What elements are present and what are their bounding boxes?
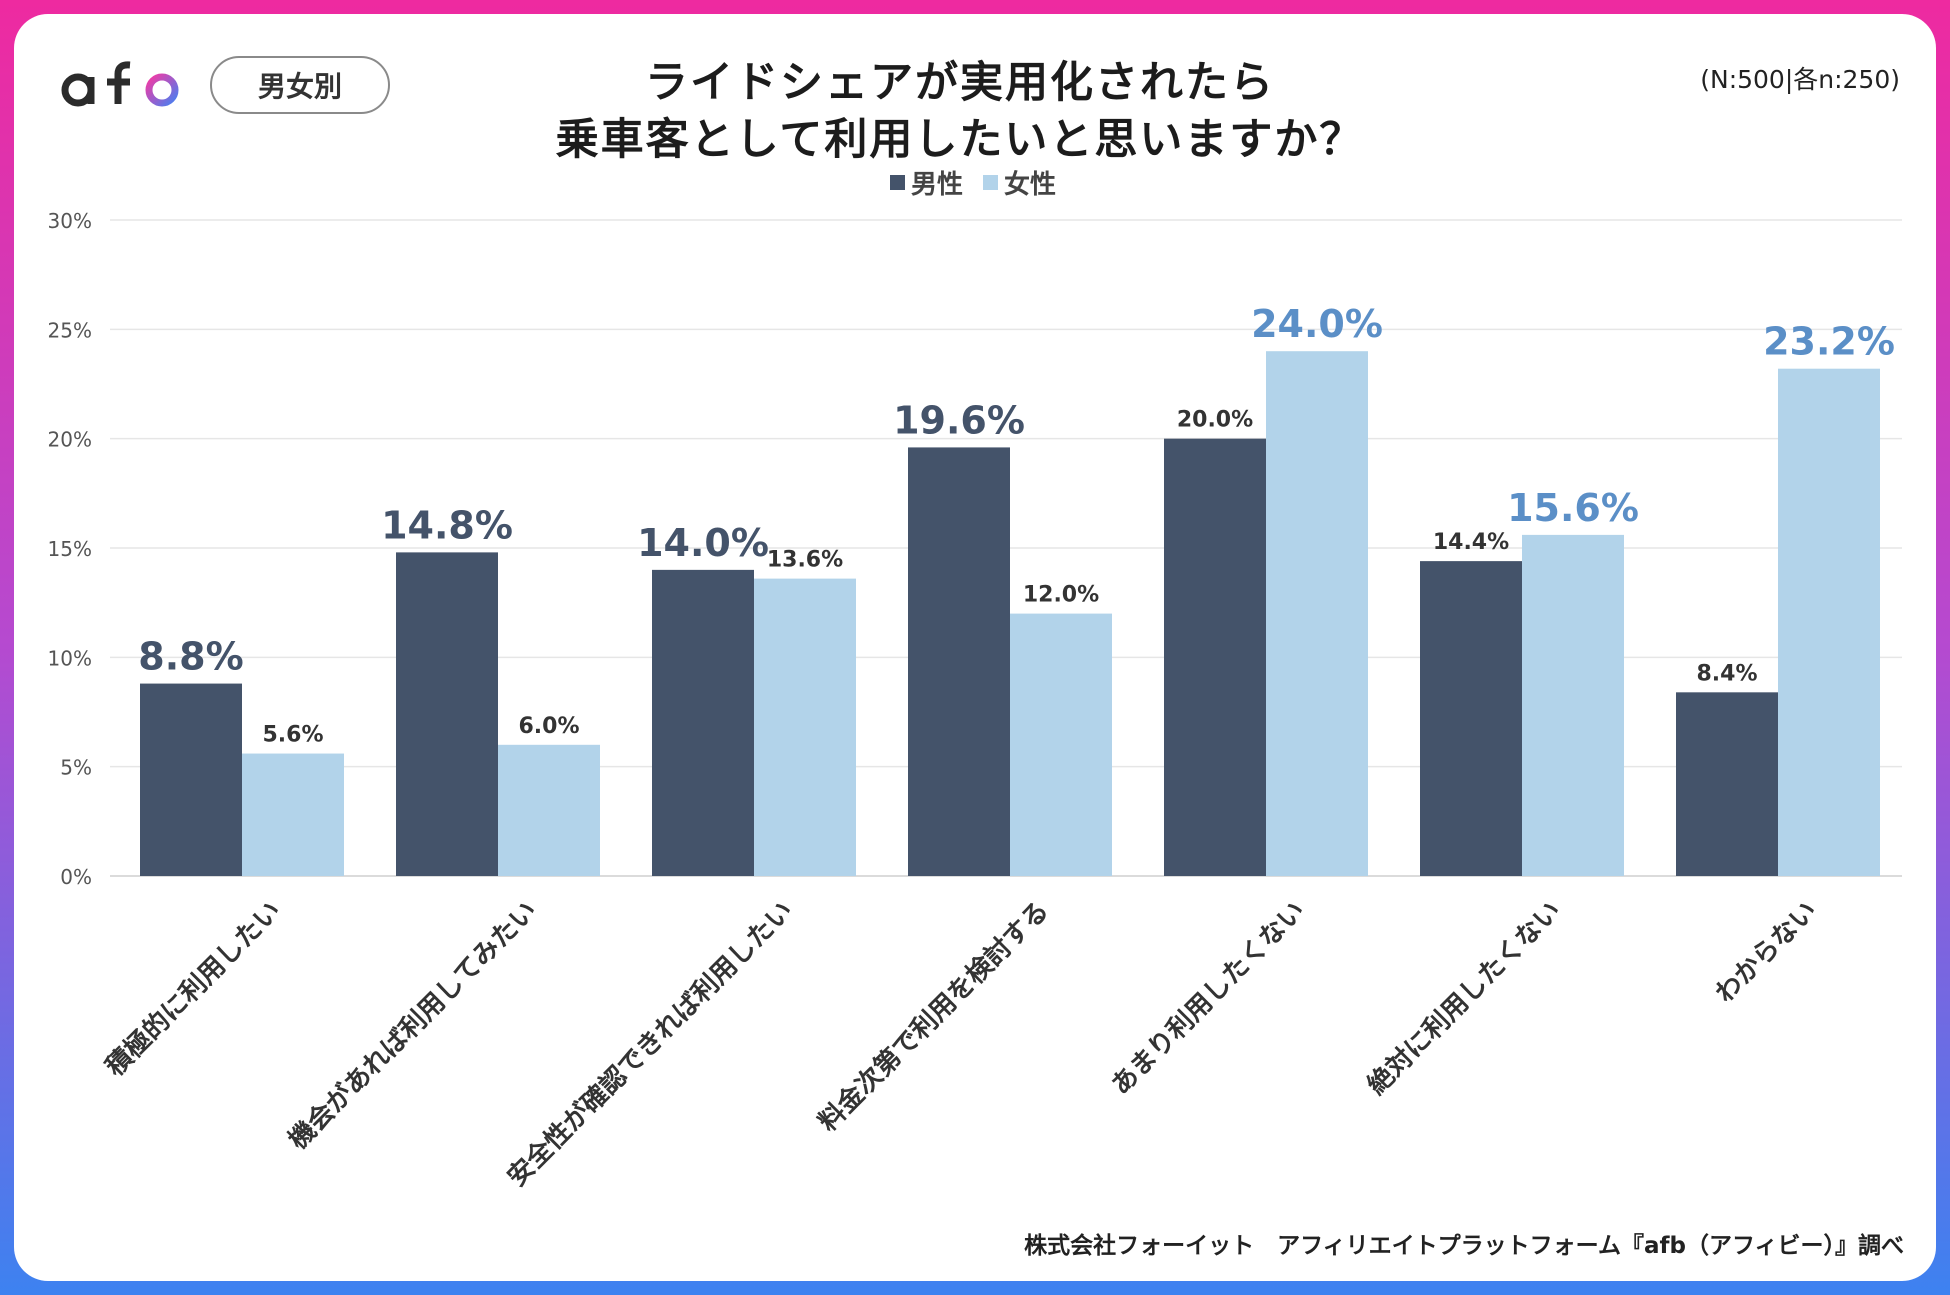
y-tick-label: 15% (48, 537, 92, 561)
bar-male (396, 552, 498, 876)
y-tick-label: 20% (48, 428, 92, 452)
x-category-label: 絶対に利用したくない (1361, 895, 1567, 1101)
y-tick-label: 30% (48, 209, 92, 233)
sample-size-note: (N:500|各n:250) (1700, 65, 1900, 94)
legend-label-male: 男性 (911, 169, 964, 200)
data-label-female: 24.0% (1251, 302, 1383, 346)
bar-female (242, 753, 344, 876)
bar-male (908, 447, 1010, 876)
bar-male (1164, 438, 1266, 876)
bar-female (498, 744, 600, 876)
data-label-female: 23.2% (1763, 320, 1895, 364)
chart-title: ライドシェアが実用化されたら 乗車客として利用したいと思いますか？ (480, 55, 1440, 169)
afb-logo: afb (61, 60, 179, 107)
x-category-label: 料金次第で利用を検討する (812, 895, 1055, 1138)
y-tick-label: 10% (48, 646, 92, 670)
data-label-male: 20.0% (1177, 408, 1253, 433)
bar-male (1676, 692, 1778, 876)
data-label-male: 14.0% (637, 521, 769, 565)
bar-female (1010, 613, 1112, 876)
data-label-female: 15.6% (1507, 486, 1639, 530)
x-category-label: 安全性が確認できれば利用したい (501, 895, 799, 1193)
bar-male (1420, 561, 1522, 876)
data-label-female: 12.0% (1023, 583, 1099, 608)
data-label-female: 6.0% (518, 714, 579, 739)
bar-female (1522, 534, 1624, 876)
chart-title-line1: ライドシェアが実用化されたら (645, 58, 1275, 108)
data-label-male: 8.4% (1696, 661, 1757, 686)
bar-female (754, 578, 856, 876)
source-credit: 株式会社フォーイット アフィリエイトプラットフォーム『afb（アフィビー）』調べ (1024, 1233, 1904, 1259)
x-category-label: 積極的に利用したい (100, 895, 287, 1082)
chart-legend: 男性 女性 (890, 164, 1056, 200)
legend-item-male: 男性 (890, 164, 963, 201)
legend-swatch-male (890, 174, 905, 190)
legend-swatch-female (983, 174, 999, 190)
y-tick-label: 25% (48, 318, 92, 342)
legend-item-female: 女性 (983, 164, 1056, 201)
gender-breakdown-tag: 男女別 (210, 56, 390, 114)
y-tick-label: 0% (60, 865, 92, 889)
bar-male (140, 683, 242, 876)
data-label-male: 14.8% (381, 503, 513, 547)
data-label-female: 13.6% (767, 548, 843, 573)
data-label-female: 5.6% (262, 723, 323, 748)
data-label-male: 14.4% (1433, 530, 1509, 555)
bar-female (1778, 368, 1880, 876)
data-label-male: 19.6% (893, 398, 1025, 442)
x-category-label: 機会があれば利用してみたい (283, 895, 543, 1155)
chart-title-line2: 乗車客として利用したいと思いますか？ (555, 115, 1365, 165)
legend-label-female: 女性 (1004, 169, 1057, 200)
bar-female (1266, 351, 1368, 876)
bar-male (652, 569, 754, 876)
x-category-label: あまり利用したくない (1106, 896, 1311, 1101)
data-label-male: 8.8% (138, 635, 243, 679)
x-category-label: わからない (1710, 896, 1823, 1009)
y-tick-label: 5% (60, 756, 92, 780)
